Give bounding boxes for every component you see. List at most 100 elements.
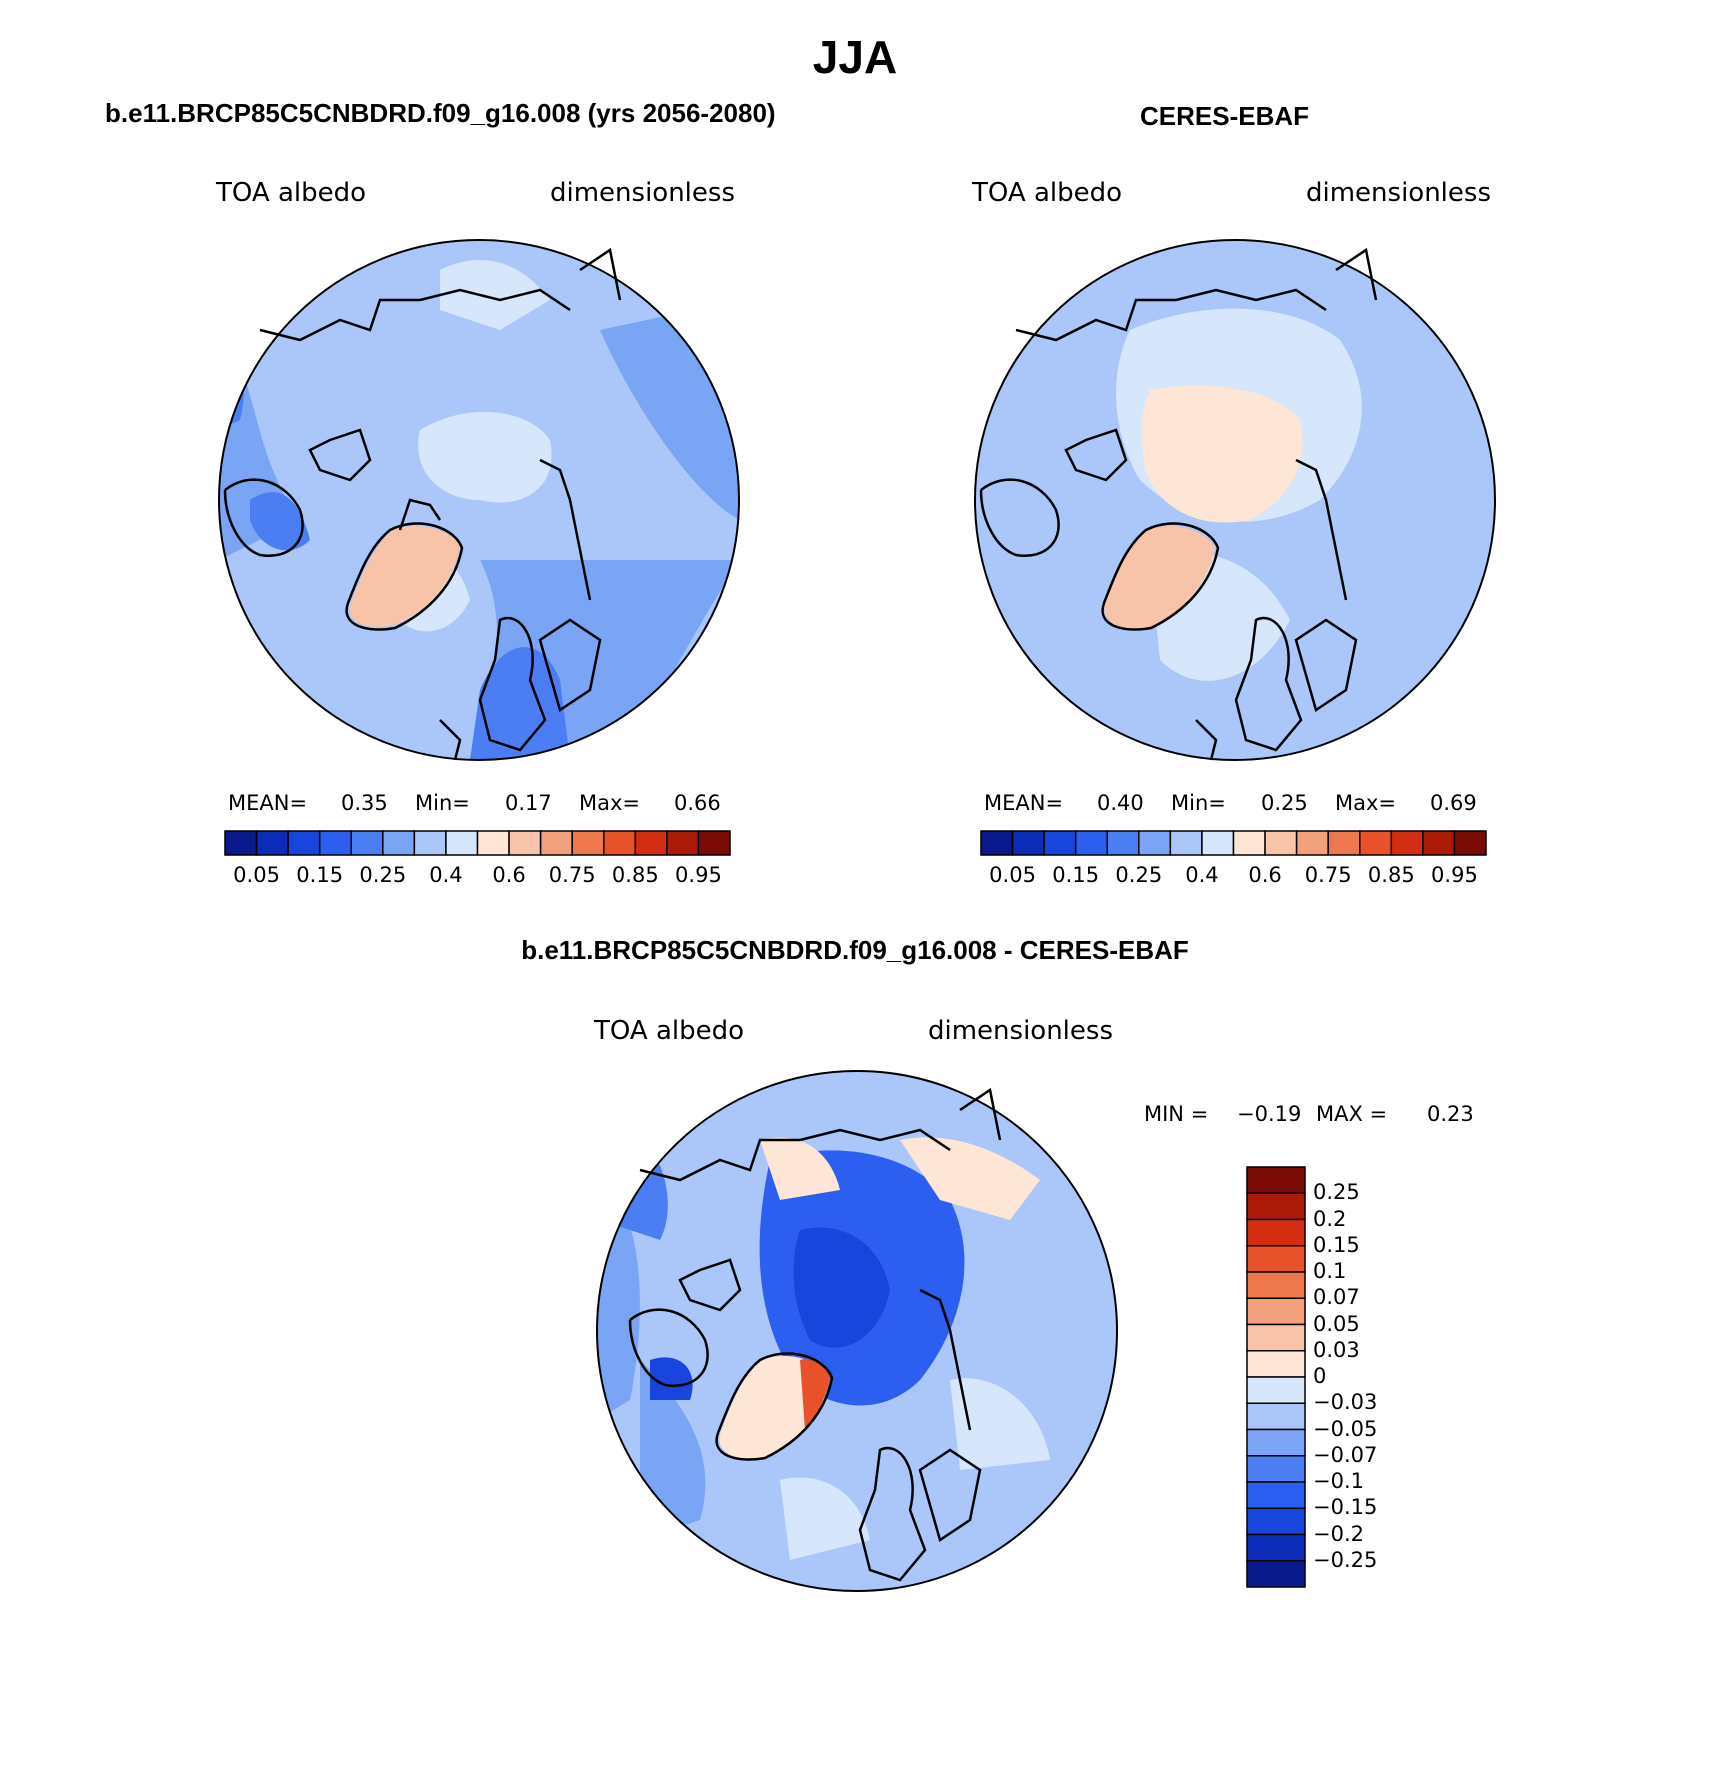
colorbar-tick-label: 0.05 — [233, 863, 280, 887]
panel-1-colorbar — [224, 830, 731, 856]
map-2-coastlines — [979, 247, 1378, 761]
colorbar-swatch — [697, 830, 731, 856]
panel-2-max-value: 0.69 — [1430, 791, 1477, 815]
colorbar-tick-label: 0.03 — [1313, 1337, 1360, 1362]
map-2-boundary — [974, 239, 1496, 761]
map-3-field-region — [760, 1137, 840, 1200]
map-1-field-region — [470, 647, 570, 760]
colorbar-swatch — [1422, 830, 1456, 856]
colorbar-tick-label: 0.05 — [1313, 1311, 1360, 1336]
colorbar-swatch — [1246, 1402, 1306, 1431]
colorbar-swatch — [350, 830, 384, 856]
map-1-field-region — [440, 260, 550, 330]
colorbar-tick-label: 0.1 — [1313, 1259, 1347, 1283]
colorbar-swatch — [1246, 1428, 1306, 1457]
map-3-field-region — [650, 1357, 693, 1400]
colorbar-swatch — [539, 830, 573, 856]
colorbar-swatch — [1264, 830, 1298, 856]
colorbar-swatch — [1246, 1533, 1306, 1562]
panel-2-variable: TOA albedo — [972, 178, 1123, 208]
colorbar-tick-label: 0 — [1313, 1364, 1327, 1388]
map-1-greenland-region — [349, 525, 460, 627]
panel-1-mean-label: MEAN= — [228, 791, 308, 815]
colorbar-tick-label: −0.2 — [1313, 1521, 1364, 1546]
colorbar-tick-label: 0.05 — [989, 863, 1036, 887]
colorbar-swatch — [1138, 830, 1172, 856]
panel-3-max-label: MAX = — [1316, 1102, 1388, 1126]
panel-1-min-label: Min= — [415, 791, 470, 815]
colorbar-swatch — [255, 830, 289, 856]
colorbar-swatch — [1246, 1376, 1306, 1404]
map-1-field-region — [219, 330, 244, 430]
map-3-field-region — [600, 1120, 668, 1240]
map-3-field-region — [793, 1227, 890, 1348]
colorbar-swatch — [224, 830, 258, 856]
colorbar-tick-label: 0.6 — [1248, 863, 1282, 887]
panel-2-colorbar — [980, 830, 1487, 856]
map-1-boundary — [218, 239, 740, 761]
panel-1-variable: TOA albedo — [216, 178, 367, 208]
colorbar-tick-label: 0.75 — [1304, 863, 1352, 887]
colorbar-swatch — [1169, 830, 1203, 856]
colorbar-tick-label: −0.07 — [1313, 1442, 1378, 1467]
map-1-polar-plot — [218, 239, 740, 761]
colorbar-swatch — [571, 830, 605, 856]
panel-3-variable: TOA albedo — [594, 1016, 745, 1046]
colorbar-tick-label: 0.4 — [429, 863, 463, 887]
colorbar-swatch — [666, 830, 700, 856]
panel-3-min-value: −0.19 — [1237, 1102, 1302, 1126]
colorbar-swatch — [1390, 830, 1424, 856]
map-3-field-region — [800, 1358, 830, 1430]
panel-3-colorbar — [1246, 1166, 1306, 1588]
panel-3-units: dimensionless — [928, 1016, 1113, 1046]
colorbar-swatch — [1246, 1271, 1306, 1299]
colorbar-swatch — [413, 830, 447, 856]
colorbar-tick-label: 0.95 — [1431, 863, 1478, 887]
panel-3-max-value: 0.23 — [1427, 1102, 1474, 1126]
colorbar-swatch — [1246, 1218, 1306, 1247]
colorbar-swatch — [445, 830, 479, 856]
map-3-boundary — [596, 1070, 1118, 1592]
map-1-field-region — [418, 411, 552, 503]
map-1-coastlines — [223, 247, 622, 761]
panel-2-mean-value: 0.40 — [1097, 791, 1144, 815]
panel-1-max-value: 0.66 — [674, 791, 721, 815]
colorbar-tick-label: 0.85 — [1367, 863, 1415, 887]
colorbar-swatch — [1043, 830, 1077, 856]
panel-2-title: CERES-EBAF — [1140, 101, 1310, 131]
colorbar-tick-label: 0.95 — [675, 863, 722, 887]
colorbar-swatch — [1246, 1350, 1306, 1378]
colorbar-tick-label: 0.15 — [296, 863, 344, 887]
colorbar-swatch — [1295, 830, 1329, 856]
map-3-field-region — [780, 1477, 870, 1560]
colorbar-swatch — [1246, 1297, 1306, 1326]
colorbar-swatch — [1246, 1560, 1306, 1588]
colorbar-swatch — [1246, 1507, 1306, 1536]
colorbar-swatch — [1359, 830, 1393, 856]
colorbar-swatch — [603, 830, 637, 856]
colorbar-swatch — [382, 830, 416, 856]
panel-2-units: dimensionless — [1306, 178, 1491, 208]
map-3-coastlines — [628, 1087, 1002, 1582]
map-3-field-region — [900, 1137, 1040, 1220]
colorbar-tick-label: 0.25 — [359, 863, 407, 887]
panel-3-title: b.e11.BRCP85C5CNBDRD.f09_g16.008 - CERES… — [521, 935, 1189, 965]
colorbar-swatch — [1074, 830, 1108, 856]
map-3-polar-plot — [596, 1070, 1118, 1592]
map-2-greenland-region — [1104, 526, 1215, 630]
panel-1-title: b.e11.BRCP85C5CNBDRD.f09_g16.008 (yrs 20… — [105, 98, 776, 128]
colorbar-tick-label: 0.15 — [1052, 863, 1100, 887]
colorbar-tick-label: −0.05 — [1313, 1416, 1378, 1441]
panel-2-min-label: Min= — [1171, 791, 1226, 815]
colorbar-tick-label: −0.1 — [1313, 1469, 1364, 1493]
colorbar-tick-label: 0.2 — [1313, 1206, 1347, 1231]
figure-title: JJA — [812, 31, 898, 83]
colorbar-swatch — [1327, 830, 1361, 856]
colorbar-tick-label: 0.6 — [492, 863, 526, 887]
colorbar-swatch — [287, 830, 321, 856]
panel-1-max-label: Max= — [579, 791, 641, 815]
colorbar-tick-label: 0.25 — [1313, 1180, 1360, 1205]
colorbar-tick-label: 0.07 — [1313, 1285, 1360, 1310]
colorbar-swatch — [476, 830, 510, 856]
